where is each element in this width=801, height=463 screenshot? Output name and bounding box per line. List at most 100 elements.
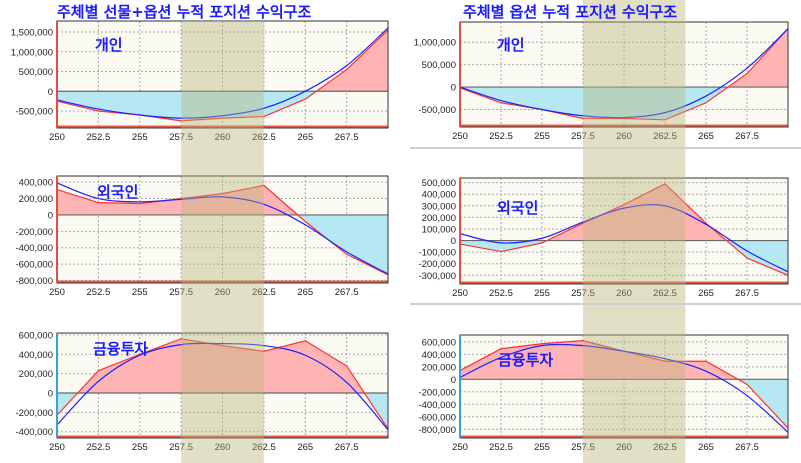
data-point-blue [582,221,584,223]
y-tick-label: -200,000 [418,259,456,270]
profit-area [57,338,388,393]
panel-label: 금융투자 [498,351,553,369]
data-point-blue [623,207,625,209]
chart-panel-5: 250 252.5 255 257.5 260 262.5 265 267.5 600,000 4… [418,334,789,453]
highlight-band [583,0,686,463]
y-tick-label: -400,000 [15,427,53,438]
data-point-red [180,197,182,200]
y-tick-label: 0 [451,375,456,386]
panel-label: 외국인 [497,199,538,217]
data-point-blue [746,67,748,69]
data-point-red [705,102,707,104]
loss-area [460,87,729,120]
data-point-blue [180,117,182,119]
profit-area [57,30,388,92]
data-point-red [582,117,584,120]
data-point-red [97,110,99,112]
data-point-blue [582,345,584,347]
data-point-red [664,183,666,185]
data-point-blue [541,345,543,347]
data-point-blue [346,65,348,67]
data-point-blue [500,242,502,244]
x-tick-label: 252.5 [86,287,110,298]
data-point-red [304,340,306,342]
data-point-blue [500,99,502,102]
x-tick-label: 252.5 [86,442,110,453]
x-tick-label: 255 [132,287,148,298]
data-point-red [346,365,348,367]
data-point-red [263,115,265,118]
data-point-blue [705,223,707,225]
data-point-blue [664,358,666,360]
data-point-red [139,202,141,205]
x-tick-label: 260 [215,132,231,143]
x-tick-label: 265 [698,131,714,142]
x-tick-label: 257.5 [571,442,595,453]
y-tick-label: -400,000 [418,400,456,411]
x-tick-label: 252.5 [489,442,513,453]
x-tick-label: 265 [698,442,714,453]
x-tick-label: 267.5 [735,288,759,299]
data-point-red [746,73,748,75]
y-tick-label: 600,000 [19,330,53,341]
x-tick-label: 257.5 [571,131,595,142]
data-point-red [97,370,99,372]
data-point-blue [221,115,224,117]
y-tick-label: -100,000 [418,248,456,259]
data-point-blue [221,196,224,198]
y-tick-label: 0 [48,87,53,98]
data-point-red [500,348,502,350]
x-tick-label: 267.5 [735,442,759,453]
x-tick-label: 265 [297,132,313,143]
y-tick-label: -200,000 [15,227,53,238]
y-tick-label: -600,000 [15,260,53,271]
data-point-blue [500,356,502,359]
y-tick-label: -400,000 [15,243,53,254]
panel-label: 금융투자 [93,340,148,358]
highlight-band [181,21,264,463]
data-point-blue [97,108,99,110]
data-point-blue [97,197,99,200]
x-tick-label: 260 [616,131,632,142]
data-point-blue [746,394,748,397]
data-point-blue [705,95,707,97]
data-point-red [304,220,306,223]
y-tick-label: 1,500,000 [11,28,53,39]
loss-area [57,91,317,121]
x-tick-label: 260 [616,288,632,299]
x-tick-label: 257.5 [169,132,193,143]
y-tick-label: -200,000 [15,408,53,419]
chart-panel-4: 250 252.5 255 257.5 260 262.5 265 267.5 500,0004… [418,177,789,299]
data-point-red [541,242,543,244]
x-tick-label: 267.5 [335,442,359,453]
data-point-red [139,353,141,355]
profit-area [460,340,788,380]
y-tick-label: -200,000 [418,387,456,398]
x-tick-label: 265 [698,288,714,299]
x-tick-label: 267.5 [335,287,359,298]
x-tick-label: 265 [297,287,313,298]
data-point-red [582,222,584,224]
x-tick-label: 255 [132,132,148,143]
left-title: 주체별 선물+옵션 누적 포지션 수익구조 [57,3,311,21]
data-point-red [263,350,265,352]
data-point-blue [346,381,348,383]
data-point-blue [541,108,543,111]
panel-label: 개인 [95,36,123,54]
y-tick-label: -500,000 [15,107,53,118]
y-tick-label: 0 [48,210,53,221]
chart-panel-3: 250 252.5 255 257.5 260 262.5 265 267.5 1,000,00… [414,21,789,142]
x-tick-label: 250 [452,442,468,453]
data-point-blue [582,115,584,117]
data-point-blue [304,354,306,356]
data-point-blue [746,250,748,252]
data-point-red [263,184,265,187]
data-point-blue [623,116,625,119]
y-tick-label: -800,000 [418,425,456,436]
data-point-red [97,202,99,204]
x-tick-label: 255 [534,131,550,142]
chart-panels: 250 252.5 255 257.5 260 262.5 265 267.5 1,500,00… [11,20,789,453]
data-point-red [180,338,182,340]
data-point-blue [180,198,182,200]
data-point-red [221,193,224,195]
